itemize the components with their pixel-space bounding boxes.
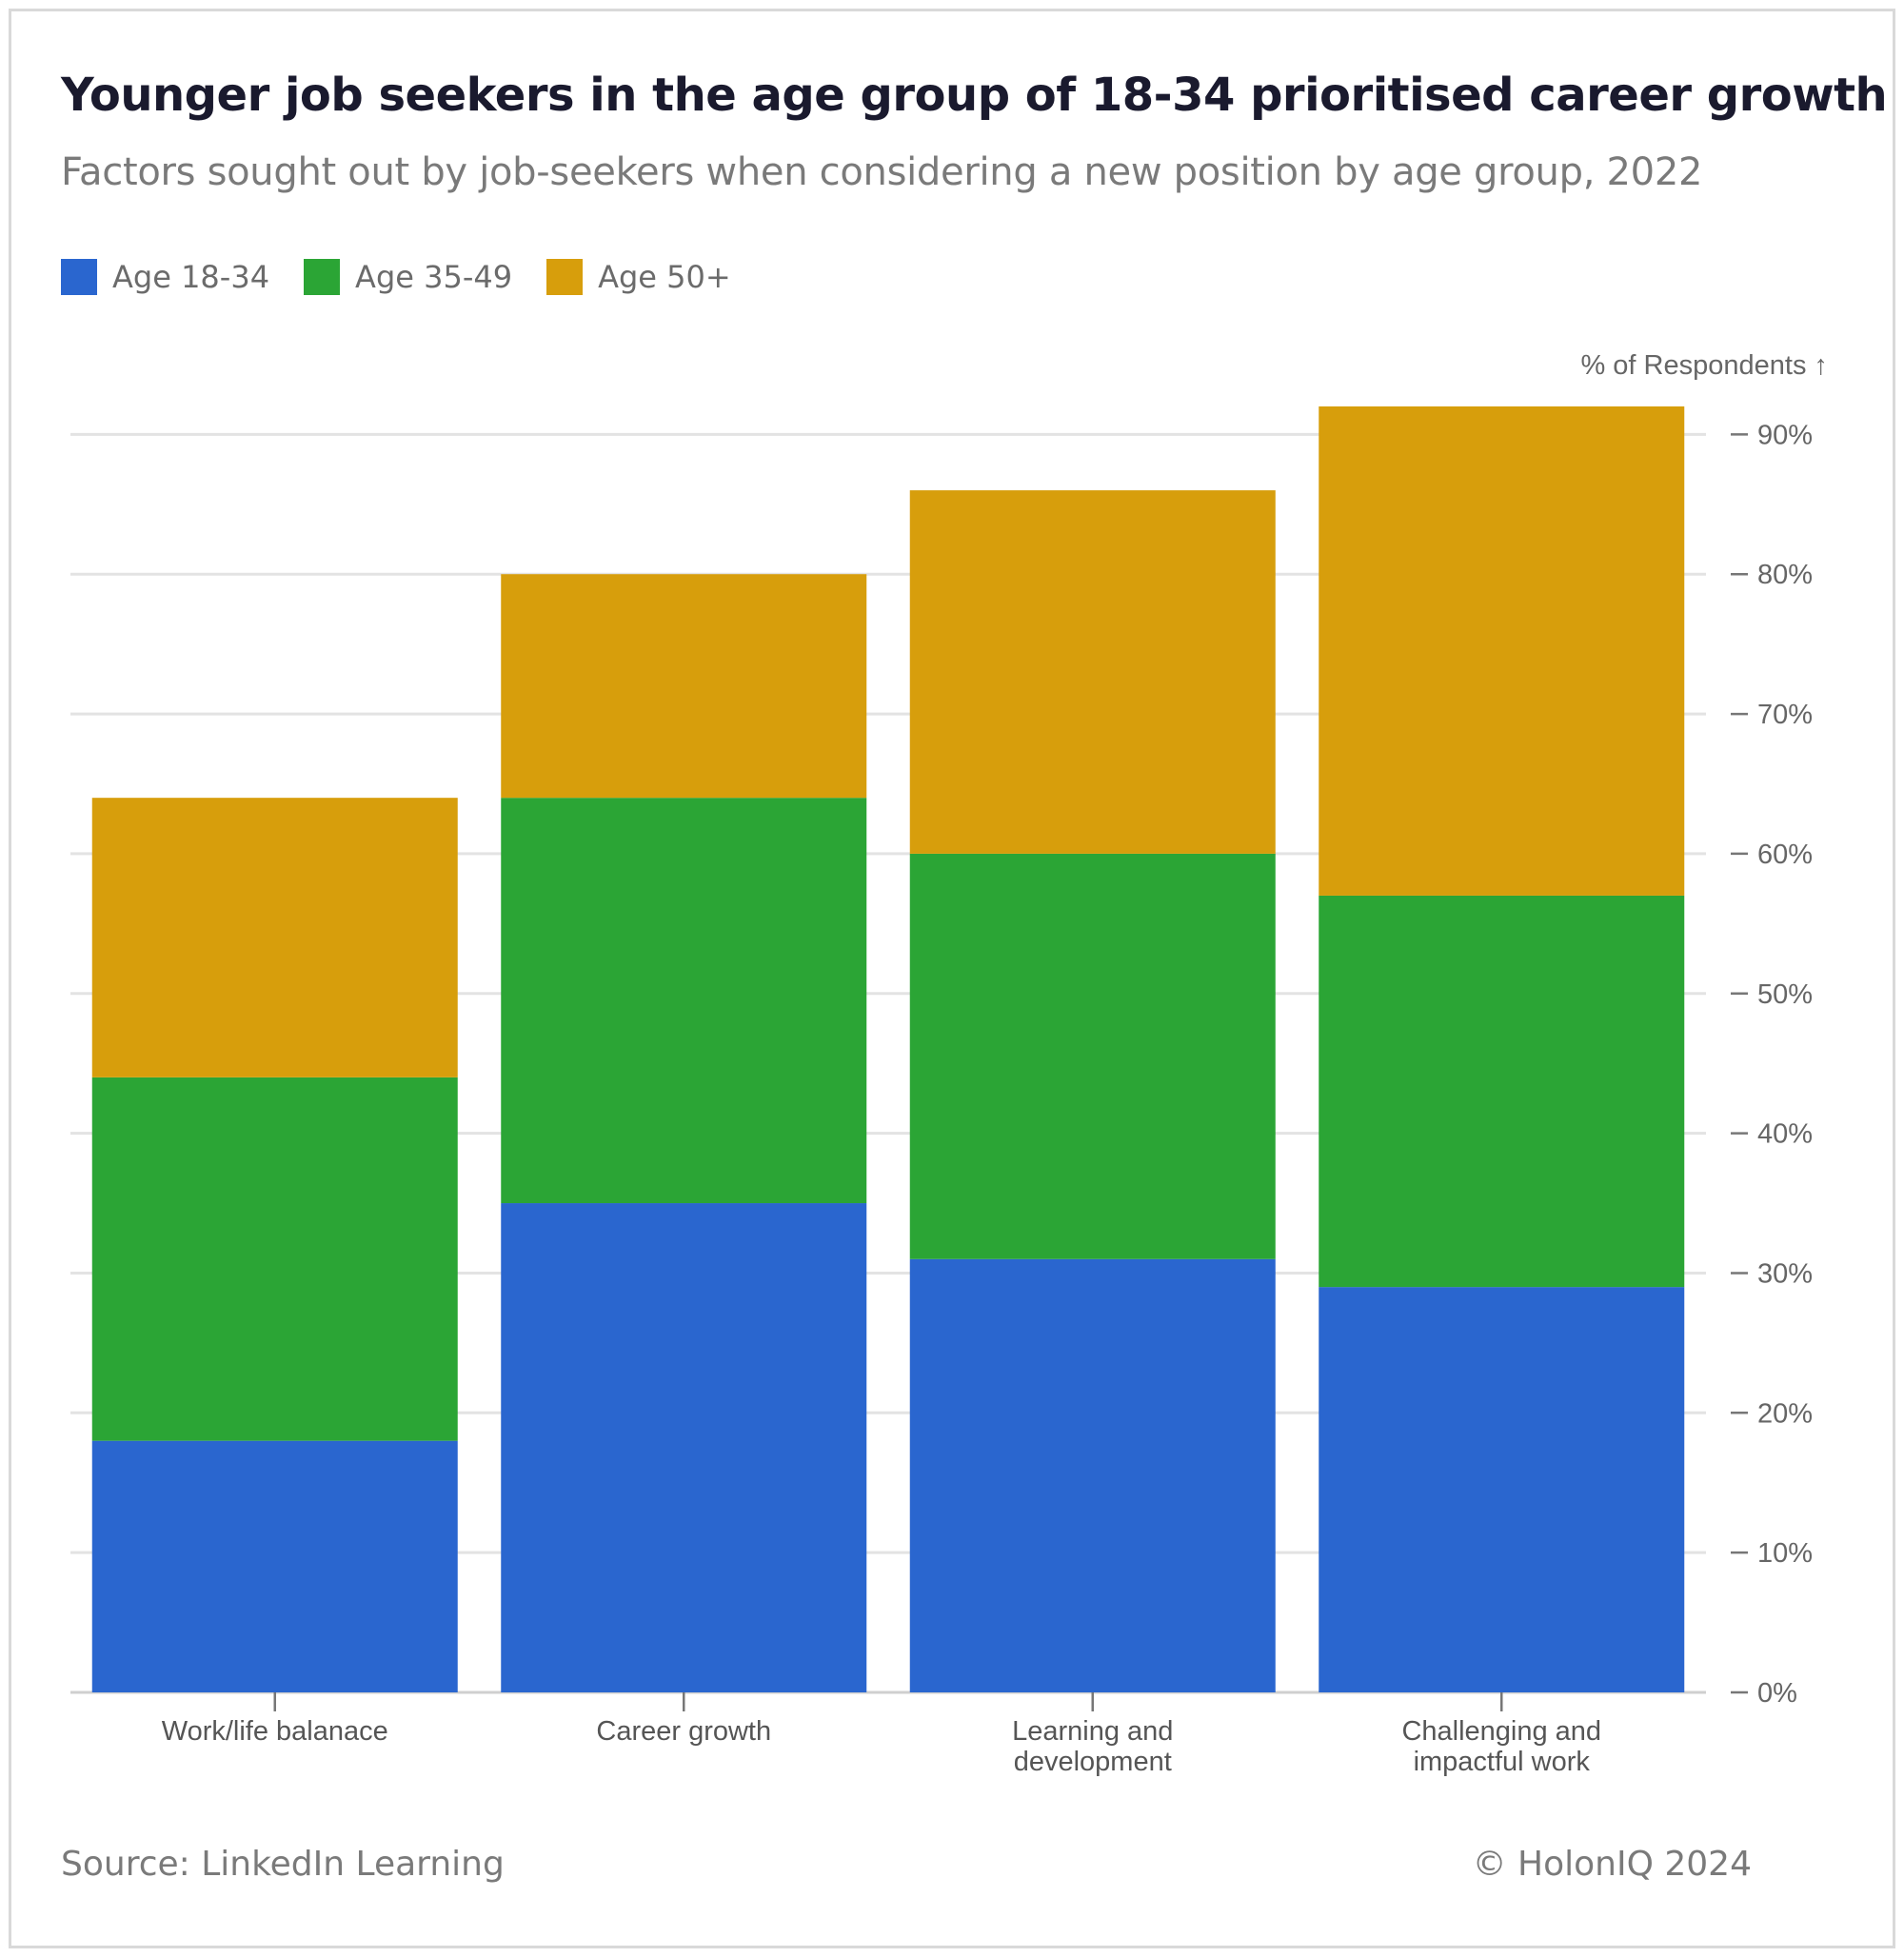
bar-1-series-1 [91, 1440, 458, 1692]
bar-3-series-1 [909, 1258, 1276, 1692]
y-tick-label-10: 10% [1757, 1538, 1813, 1569]
bars [91, 406, 1685, 1692]
legend-swatch-age-35-49 [304, 259, 341, 295]
x-tick-label-2: Career growth [596, 1716, 771, 1747]
bar-4-series-2 [1319, 895, 1685, 1288]
bar-2-series-2 [501, 798, 867, 1204]
legend-item-age-50-plus: Age 50+ [546, 259, 731, 295]
y-tick-label-20: 20% [1757, 1398, 1813, 1429]
source-note: Source: LinkedIn Learning [61, 1845, 505, 1884]
legend-label-age-50-plus: Age 50+ [598, 259, 731, 295]
chart-title: Younger job seekers in the age group of … [61, 69, 1888, 122]
x-tick-label-line: Work/life balanace [162, 1716, 388, 1747]
x-tick-label-1: Work/life balanace [162, 1716, 388, 1747]
bar-1-series-2 [91, 1077, 458, 1441]
chart-subtitle: Factors sought out by job-seekers when c… [61, 150, 1703, 194]
bar-4-series-1 [1319, 1287, 1685, 1692]
y-tick-label-80: 80% [1757, 560, 1813, 590]
y-tick-label-90: 90% [1757, 420, 1813, 450]
bar-1-series-3 [91, 798, 458, 1077]
y-tick-label-30: 30% [1757, 1258, 1813, 1289]
legend-label-age-35-49: Age 35-49 [355, 259, 513, 295]
x-tick-label-line: development [1014, 1747, 1172, 1777]
bar-2-series-1 [501, 1203, 867, 1692]
bar-3-series-2 [909, 853, 1276, 1259]
y-tick-label-0: 0% [1757, 1678, 1797, 1709]
y-tick-label-60: 60% [1757, 840, 1813, 870]
legend: Age 18-34 Age 35-49 Age 50+ [61, 259, 731, 295]
copyright-note: © HolonIQ 2024 [1472, 1845, 1752, 1884]
legend-swatch-age-18-34 [61, 259, 97, 295]
x-tick-label-line: Learning and [1012, 1716, 1173, 1747]
legend-label-age-18-34: Age 18-34 [112, 259, 270, 295]
x-tick-label-4: Challenging and impactful work [1401, 1716, 1601, 1777]
x-tick-label-line: Career growth [596, 1716, 771, 1747]
bar-4-series-3 [1319, 406, 1685, 896]
x-tick-label-3: Learning and development [1012, 1716, 1173, 1777]
axes: 0% 10% 20% 30% 40% 50% 60% 70% 80% 90% Work/life b… [162, 420, 1813, 1777]
legend-swatch-age-50-plus [546, 259, 584, 295]
y-axis-label: % of Respondents ↑ [1580, 350, 1828, 381]
x-tick-label-line: impactful work [1414, 1747, 1591, 1777]
y-tick-label-40: 40% [1757, 1119, 1813, 1150]
legend-item-age-35-49: Age 35-49 [304, 259, 512, 295]
y-tick-label-50: 50% [1757, 979, 1813, 1010]
bar-3-series-3 [909, 490, 1276, 854]
y-tick-label-70: 70% [1757, 700, 1813, 730]
x-tick-label-line: Challenging and [1401, 1716, 1601, 1747]
bar-2-series-3 [501, 574, 867, 799]
legend-item-age-18-34: Age 18-34 [61, 259, 269, 295]
